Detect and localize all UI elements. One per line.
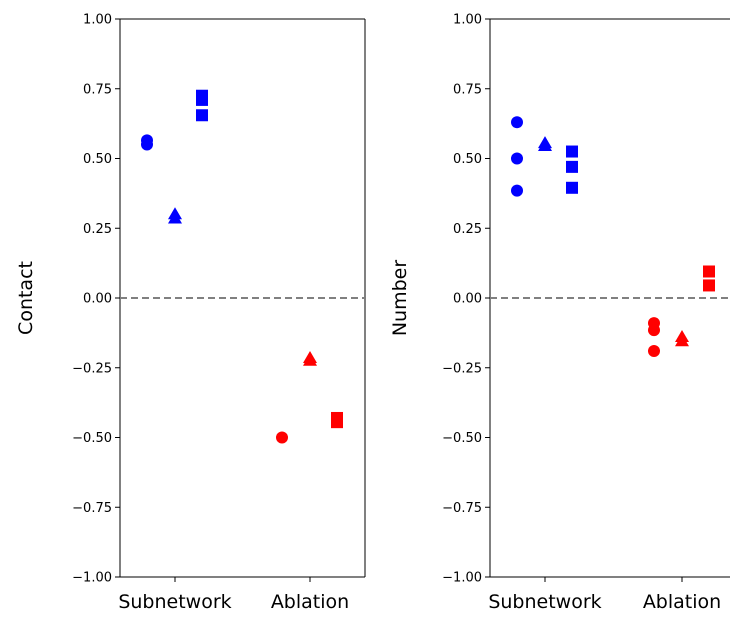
circle-marker	[511, 152, 523, 165]
x-category-label: Ablation	[643, 591, 721, 613]
square-marker	[331, 416, 343, 429]
y-tick-label: 0.00	[453, 292, 482, 307]
square-marker	[196, 109, 208, 122]
y-tick-label: 1.00	[453, 13, 482, 28]
triangle-marker	[675, 334, 689, 347]
triangle-marker	[538, 138, 552, 151]
triangle-marker	[303, 353, 317, 366]
circle-marker	[141, 138, 153, 151]
y-tick-label: 0.25	[453, 222, 482, 237]
y-tick-label: 0.50	[453, 152, 482, 167]
panel-number: 1.00 0.75 0.50 0.25 0.00 −0.25 −0.50 −0.75 −1.00…	[389, 13, 730, 613]
square-marker	[566, 160, 578, 173]
circle-marker	[511, 116, 523, 129]
y-tick-label: −0.75	[72, 501, 112, 516]
y-tick-label: −0.25	[72, 361, 112, 376]
y-tick-label: 0.75	[453, 82, 482, 97]
circle-marker	[276, 431, 288, 444]
y-axis-label: Contact	[15, 261, 37, 335]
x-category-label: Subnetwork	[488, 591, 601, 613]
square-marker	[566, 181, 578, 194]
square-marker	[703, 279, 715, 292]
x-category-label: Subnetwork	[118, 591, 231, 613]
circle-marker	[648, 324, 660, 337]
y-tick-label: −0.50	[442, 431, 482, 446]
x-category-label: Ablation	[271, 591, 349, 613]
circle-marker	[648, 345, 660, 358]
y-tick-label: −0.50	[72, 431, 112, 446]
y-tick-label: 0.00	[83, 292, 112, 307]
y-tick-label: −1.00	[72, 571, 112, 586]
y-tick-label: −0.75	[442, 501, 482, 516]
circle-marker	[511, 184, 523, 197]
triangle-marker	[168, 211, 182, 224]
y-tick-label: −0.25	[442, 361, 482, 376]
y-tick-label: 0.75	[83, 82, 112, 97]
square-marker	[196, 93, 208, 106]
y-tick-label: 0.25	[83, 222, 112, 237]
y-tick-label: 0.50	[83, 152, 112, 167]
y-tick-label: 1.00	[83, 13, 112, 28]
y-tick-label: −1.00	[442, 571, 482, 586]
square-marker	[566, 145, 578, 158]
square-marker	[703, 265, 715, 278]
y-axis-label: Number	[389, 260, 411, 337]
panel-contact: 1.00 0.75 0.50 0.25 0.00 −0.25 −0.50 −0.75 −1.00…	[15, 13, 366, 613]
